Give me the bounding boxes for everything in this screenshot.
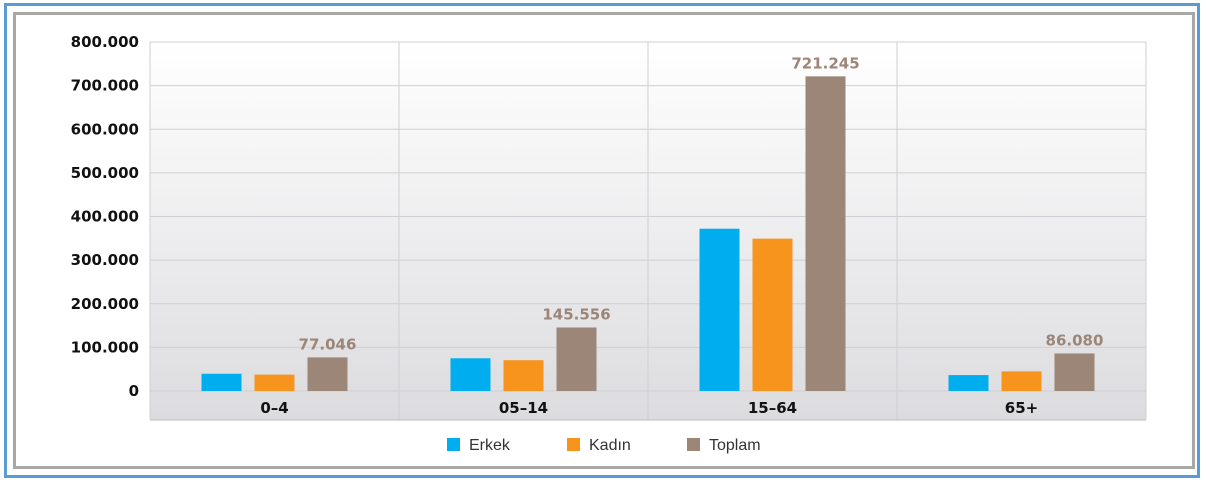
- y-tick-label: 200.000: [71, 295, 139, 313]
- bar-toplam-2: [805, 76, 846, 391]
- y-tick-label: 300.000: [71, 251, 139, 269]
- y-tick-label: 500.000: [71, 164, 139, 182]
- y-tick-label: 0: [129, 382, 139, 400]
- bar-kadın-2: [752, 238, 793, 391]
- data-label-toplam: 77.046: [299, 335, 357, 353]
- bar-kadın-3: [1001, 371, 1042, 391]
- data-label-toplam: 86.080: [1046, 331, 1104, 349]
- bar-erkek-1: [450, 358, 491, 391]
- bar-erkek-0: [201, 373, 242, 391]
- legend-swatch-kadın: [567, 438, 580, 451]
- y-tick-label: 700.000: [71, 77, 139, 95]
- bar-toplam-1: [556, 327, 597, 391]
- legend-swatch-erkek: [447, 438, 460, 451]
- legend-swatch-toplam: [687, 438, 700, 451]
- bar-kadın-1: [503, 360, 544, 391]
- data-label-toplam: 721.245: [791, 54, 859, 72]
- category-label: 15–64: [748, 399, 797, 417]
- category-label: 05–14: [499, 399, 548, 417]
- category-label: 65+: [1005, 399, 1038, 417]
- data-label-toplam: 145.556: [542, 306, 610, 324]
- bar-toplam-0: [307, 357, 348, 391]
- legend-label-kadın: Kadın: [589, 437, 631, 454]
- y-tick-label: 400.000: [71, 208, 139, 226]
- y-tick-label: 800.000: [71, 33, 139, 51]
- bar-toplam-3: [1054, 353, 1095, 391]
- bar-kadın-0: [254, 374, 295, 391]
- y-tick-label: 600.000: [71, 120, 139, 138]
- bar-erkek-3: [948, 375, 989, 391]
- category-label: 0–4: [260, 399, 288, 417]
- legend-label-toplam: Toplam: [709, 437, 761, 454]
- bar-erkek-2: [699, 228, 740, 391]
- legend-label-erkek: Erkek: [469, 437, 511, 454]
- y-tick-label: 100.000: [71, 338, 139, 356]
